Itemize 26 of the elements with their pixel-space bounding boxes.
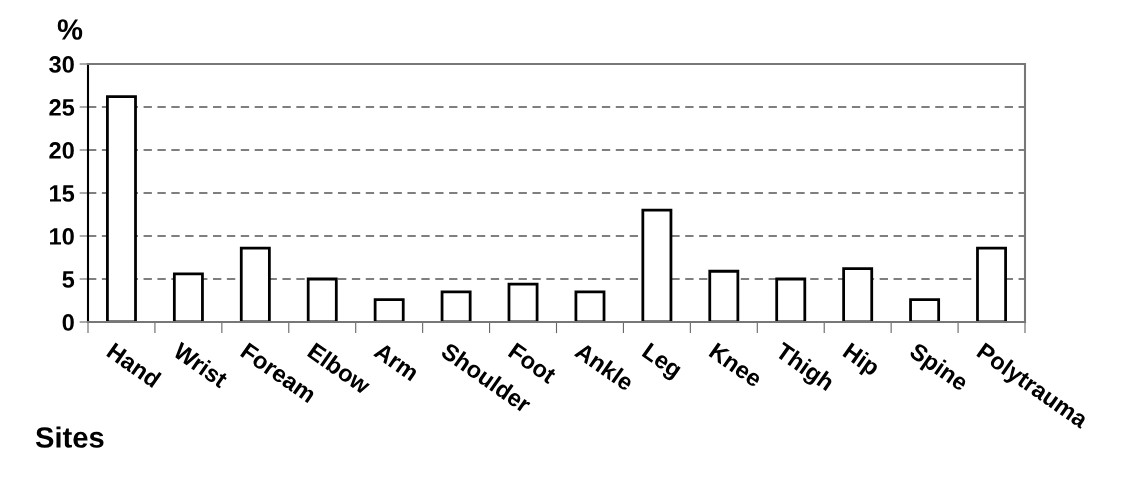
bar [574, 290, 606, 322]
y-axis-title: % [57, 19, 83, 40]
bar [306, 277, 338, 322]
y-tick-label: 30 [49, 56, 74, 73]
y-tick-label: 15 [50, 185, 75, 202]
y-tick-label: 25 [49, 99, 75, 116]
x-axis-title: Sites [35, 426, 104, 448]
bar [106, 95, 137, 322]
bar [507, 282, 539, 322]
bar [976, 246, 1007, 322]
y-tick-label: 10 [50, 228, 74, 245]
bar [440, 290, 472, 322]
bar [373, 298, 405, 322]
y-tick-label: 0 [62, 314, 74, 331]
bar [909, 298, 941, 322]
x-tick-label: Arm [373, 341, 420, 382]
bar [172, 272, 204, 322]
bar [239, 246, 271, 322]
y-tick-label: 20 [49, 142, 74, 159]
bar [708, 269, 740, 322]
x-tick-label: Hip [839, 341, 882, 381]
bar [842, 267, 874, 322]
y-tick-label: 5 [62, 271, 75, 288]
bar [775, 277, 807, 322]
x-tick-label: Leg [638, 342, 683, 383]
bar [641, 208, 673, 322]
